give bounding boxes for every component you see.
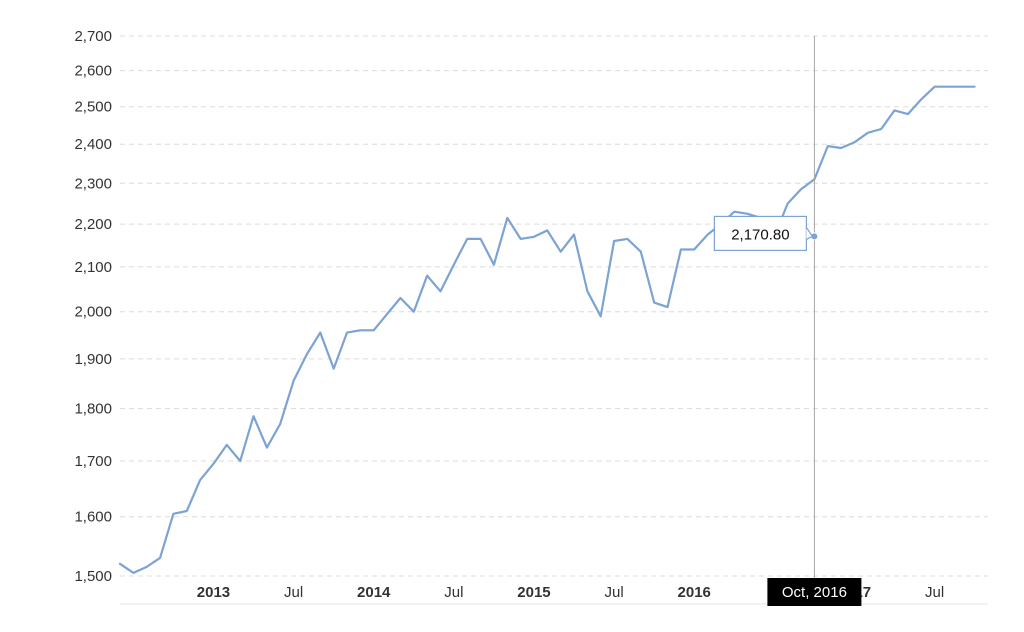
tooltip-value: 2,170.80 bbox=[731, 226, 789, 243]
x-tick-label: Jul bbox=[925, 584, 944, 601]
y-tick-label: 2,200 bbox=[74, 216, 112, 233]
grid-lines bbox=[120, 35, 988, 577]
y-tick-label: 2,100 bbox=[74, 259, 112, 276]
y-tick-label: 1,900 bbox=[74, 351, 112, 368]
y-tick-label: 2,400 bbox=[74, 136, 112, 153]
y-tick-label: 1,700 bbox=[74, 453, 112, 470]
series-line bbox=[118, 85, 976, 575]
y-tick-label: 1,600 bbox=[74, 509, 112, 526]
y-tick-label: 2,600 bbox=[74, 63, 112, 80]
x-tick-label: Jul bbox=[604, 584, 623, 601]
x-tick-label: Jul bbox=[284, 584, 303, 601]
tooltip-pointer bbox=[805, 227, 814, 240]
y-tick-label: 2,000 bbox=[74, 304, 112, 321]
x-tick-label: 2016 bbox=[678, 584, 711, 601]
y-tick-label: 1,800 bbox=[74, 401, 112, 418]
crosshair: 2,170.80 Oct, 2016 bbox=[713, 36, 862, 606]
y-tick-label: 2,700 bbox=[74, 28, 112, 45]
x-hover-label-box bbox=[767, 578, 862, 606]
x-tick-label: 2013 bbox=[197, 584, 230, 601]
x-tick-label: 2015 bbox=[517, 584, 550, 601]
y-axis: 1,500 1,600 1,700 1,800 1,900 2,000 2,100 2,200… bbox=[74, 28, 112, 585]
x-tick-label: Jul bbox=[444, 584, 463, 601]
x-hover-label: Oct, 2016 bbox=[782, 584, 847, 601]
x-tick-label: 2014 bbox=[357, 584, 391, 601]
y-tick-label: 2,500 bbox=[74, 99, 112, 116]
y-tick-label: 2,300 bbox=[74, 175, 112, 192]
series-layer bbox=[118, 85, 976, 575]
y-tick-label: 1,500 bbox=[74, 568, 112, 585]
